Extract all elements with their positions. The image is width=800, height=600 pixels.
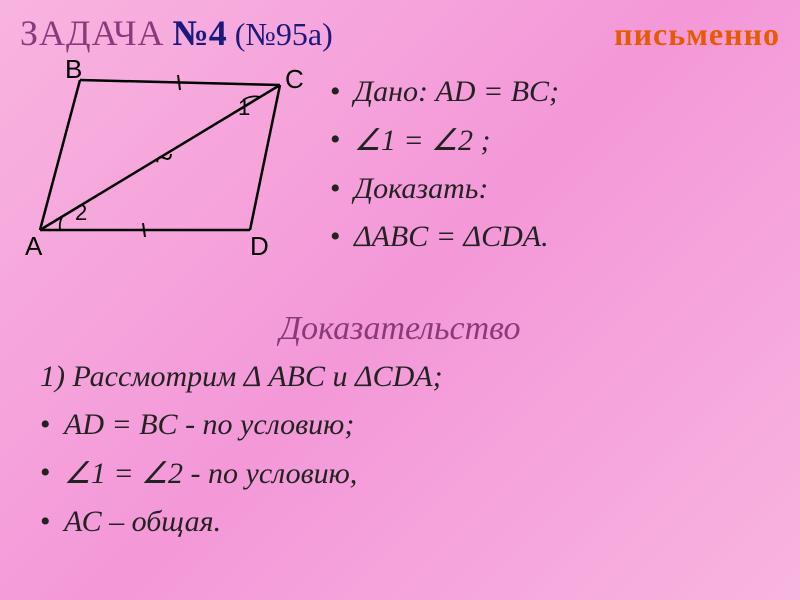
parallelogram-svg: B C A D 1 2 [20,60,310,260]
label-b: B [65,60,82,84]
title-row: ЗАДАЧА №4 (№95а) письменно [20,12,780,54]
label-a: A [25,231,43,260]
proof-line: ∠1 = ∠2 - по условию, [40,456,760,491]
given-item: ∠1 = ∠2 ; [330,123,770,158]
tick-ad [143,223,145,237]
title-number: №4 [173,12,227,54]
label-d: D [250,231,269,260]
title-sub: (№95а) [235,16,333,53]
side-cd [250,85,280,230]
given-list: Дано: AD = BC; ∠1 = ∠2 ; Доказать: ΔABC … [330,75,770,268]
given-item: Дано: AD = BC; [330,75,770,109]
geometry-diagram: B C A D 1 2 [20,60,310,260]
title-word: ЗАДАЧА [20,12,165,54]
proof-line: 1) Рассмотрим Δ ABC и ΔCDA; [40,360,760,394]
proof-line: АС – общая. [40,505,760,539]
given-item: Доказать: [330,172,770,206]
label-angle1: 1 [238,95,250,120]
given-item: ΔABC = ΔCDA. [330,220,770,254]
proof-title: Доказательство [0,310,800,348]
label-c: C [285,64,304,94]
proof-line: AD = BC - по условию; [40,408,760,442]
proof-list: 1) Рассмотрим Δ ABC и ΔCDA; AD = BC - по… [40,360,760,553]
label-angle2: 2 [75,200,87,225]
tick-bc [178,75,180,90]
side-ab [40,80,80,230]
congruence-mark [156,151,173,164]
title-note: письменно [614,16,780,53]
